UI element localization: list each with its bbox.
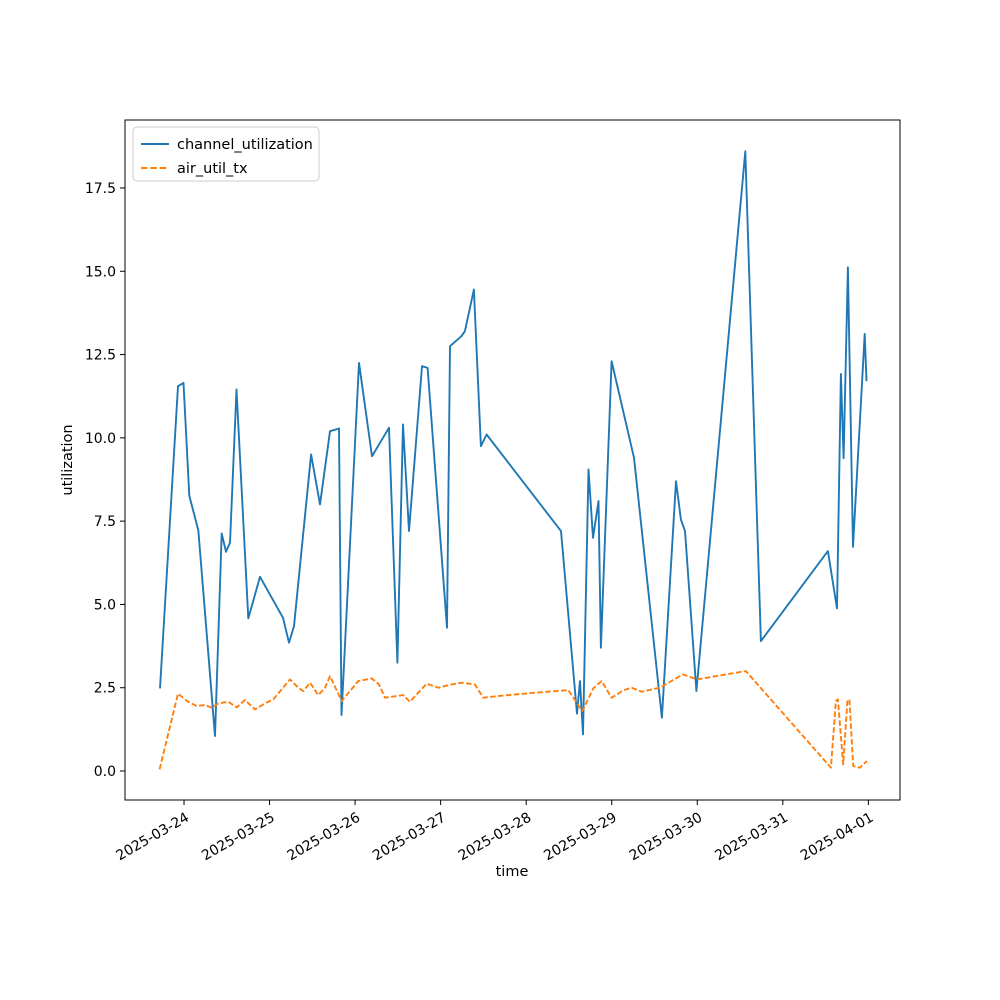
series-air_util_tx xyxy=(158,670,868,770)
legend-label-channel-utilization: channel_utilization xyxy=(177,137,313,153)
x-tick-label: 2025-03-30 xyxy=(627,810,705,865)
y-tick-label: 0.0 xyxy=(94,764,116,780)
legend-box xyxy=(132,126,320,182)
legend-label-air-util-tx: air_util_tx xyxy=(177,161,248,177)
y-tick-label: 10.0 xyxy=(85,431,116,447)
y-tick-label: 15.0 xyxy=(85,264,116,280)
y-tick-label: 5.0 xyxy=(94,597,116,613)
series-channel_utilization xyxy=(159,150,868,737)
x-tick-label: 2025-03-27 xyxy=(370,810,448,865)
x-axis-label: time xyxy=(496,864,529,880)
x-tick-label: 2025-03-28 xyxy=(456,810,534,865)
legend: channel_utilization air_util_tx xyxy=(132,126,320,182)
plot-area-border xyxy=(124,119,901,801)
x-tick-label: 2025-03-29 xyxy=(541,810,619,865)
y-tick-label: 2.5 xyxy=(94,681,116,697)
x-tick-label: 2025-03-31 xyxy=(712,810,790,865)
y-tick-label: 12.5 xyxy=(85,348,116,364)
x-tick-label: 2025-04-01 xyxy=(798,810,876,865)
series-layer xyxy=(158,150,868,770)
y-axis-label: utilization xyxy=(60,424,76,495)
x-tick-label: 2025-03-26 xyxy=(285,810,364,865)
y-tick-label: 17.5 xyxy=(85,181,116,197)
y-tick-label: 7.5 xyxy=(94,514,116,530)
x-tick-label: 2025-03-24 xyxy=(114,810,193,865)
x-tick-label: 2025-03-25 xyxy=(199,810,277,865)
